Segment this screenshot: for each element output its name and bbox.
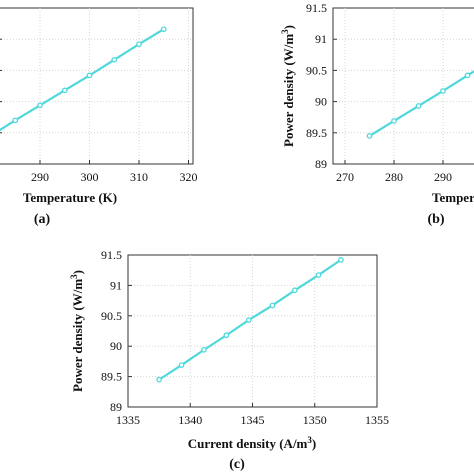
panel-a-xtick-label: 320: [180, 170, 198, 184]
panel-b-xlabel: Temperature (K): [432, 190, 474, 205]
panel-b-ytick-label: 91.5: [306, 1, 327, 15]
panel-b-ytick-label: 90: [315, 95, 327, 109]
panel-b-frame: [332, 7, 474, 165]
panel-c-ytick-label: 91: [110, 278, 122, 292]
panel-c: 1335 1340 1345 1350 1355 89 89.5 90 90.5 91 91.5 P…: [69, 248, 389, 472]
panel-b-xtick-label: 270: [336, 170, 354, 184]
panel-b-grid: [333, 8, 474, 164]
panel-c-data-point: [223, 332, 230, 339]
panel-c-data-point: [315, 272, 322, 278]
panel-b-ylabel: Power density (W/m3): [280, 25, 296, 147]
panel-a-data-point: [136, 41, 142, 48]
panel-b-xtick-label: 280: [385, 170, 403, 184]
panel-b-ytick-label: 91: [315, 32, 327, 46]
panel-c-data-point: [291, 287, 298, 294]
panel-c-grid: [128, 255, 377, 407]
panel-a-series-line: [0, 28, 165, 132]
panel-c-ylabel-end: ): [70, 270, 85, 274]
panel-c-xlabel-text: Current density (A/m: [188, 436, 308, 451]
panel-b-data-point: [366, 133, 373, 139]
panel-b-ytick-label: 89.5: [306, 126, 327, 140]
panel-c-data-point: [178, 362, 185, 368]
panel-b: 270 280 290 3 89 89.5 90 90.5 91 91.5 Power densi…: [280, 1, 474, 227]
panel-b-data-point: [391, 118, 397, 124]
panel-a-label: (a): [34, 212, 51, 227]
panel-c-ytick-label: 90: [110, 339, 122, 353]
panel-c-ytick-label: 90.5: [101, 309, 122, 323]
panel-b-ylabel-end: ): [281, 25, 296, 29]
panel-b-series: [366, 70, 474, 139]
panel-a-data-point: [12, 117, 19, 124]
panel-c-xlabel-end: ): [312, 436, 316, 451]
panel-c-series: [156, 257, 344, 383]
panel-c-data-point: [156, 376, 162, 383]
panel-c-ytick-label: 91.5: [101, 248, 122, 262]
panel-c-xtick-label: 1355: [365, 413, 389, 427]
panel-c-xtick-label: 1345: [241, 413, 265, 427]
panel-a-series: [0, 26, 167, 132]
panel-b-data-point: [415, 103, 422, 109]
panel-a-xlabel: Temperature (K): [23, 190, 117, 205]
panel-b-ylabel-sup: 3: [280, 29, 290, 34]
panel-c-ytick-label: 89.5: [101, 370, 122, 384]
panel-c-ylabel-text: Power density (W/m: [70, 279, 85, 392]
panel-c-xtick-label: 1350: [303, 413, 327, 427]
panel-c-ylabel-sup: 3: [69, 274, 79, 279]
panel-c-data-point: [269, 302, 276, 309]
panel-b-label: (b): [427, 212, 444, 227]
panel-b-xtick-label: 290: [434, 170, 452, 184]
panel-c-data-point: [201, 346, 207, 353]
panel-c-label: (c): [229, 457, 245, 472]
panel-c-xlabel: Current density (A/m3): [188, 435, 316, 451]
panel-a-frame: [0, 7, 194, 165]
panel-b-ytick-label: 90.5: [306, 63, 327, 77]
panel-c-data-point: [245, 317, 252, 323]
panel-b-data-point: [464, 72, 471, 79]
panel-a-data-point: [37, 102, 43, 109]
panel-a: 290 300 310 320 Temperature (K) (a): [0, 7, 198, 227]
panel-b-series-line: [368, 70, 474, 137]
panel-c-ylabel: Power density (W/m3): [69, 270, 85, 392]
panel-a-data-point: [61, 87, 68, 94]
panel-a-grid: [0, 8, 193, 164]
panel-c-ticks: 1335 1340 1345 1350 1355 89 89.5 90 90.5 91 91.5: [101, 248, 389, 427]
panel-c-xlabel-sup: 3: [307, 435, 312, 445]
panel-c-xtick-label: 1335: [116, 413, 140, 427]
panel-a-data-point: [111, 56, 118, 63]
panel-c-data-point: [338, 257, 344, 263]
panel-a-xtick-label: 300: [81, 170, 99, 184]
panel-c-xtick-label: 1340: [178, 413, 202, 427]
panel-c-ytick-label: 89: [110, 400, 122, 414]
panel-a-data-point: [86, 72, 93, 79]
panel-b-ylabel-text: Power density (W/m: [281, 34, 296, 147]
panel-a-ticks: 290 300 310 320: [0, 7, 198, 184]
panel-b-data-point: [440, 88, 446, 94]
panel-a-xtick-label: 310: [130, 170, 148, 184]
panel-b-ytick-label: 89: [315, 157, 327, 171]
panel-a-data-point: [160, 26, 167, 33]
panel-a-xtick-label: 290: [31, 170, 49, 184]
